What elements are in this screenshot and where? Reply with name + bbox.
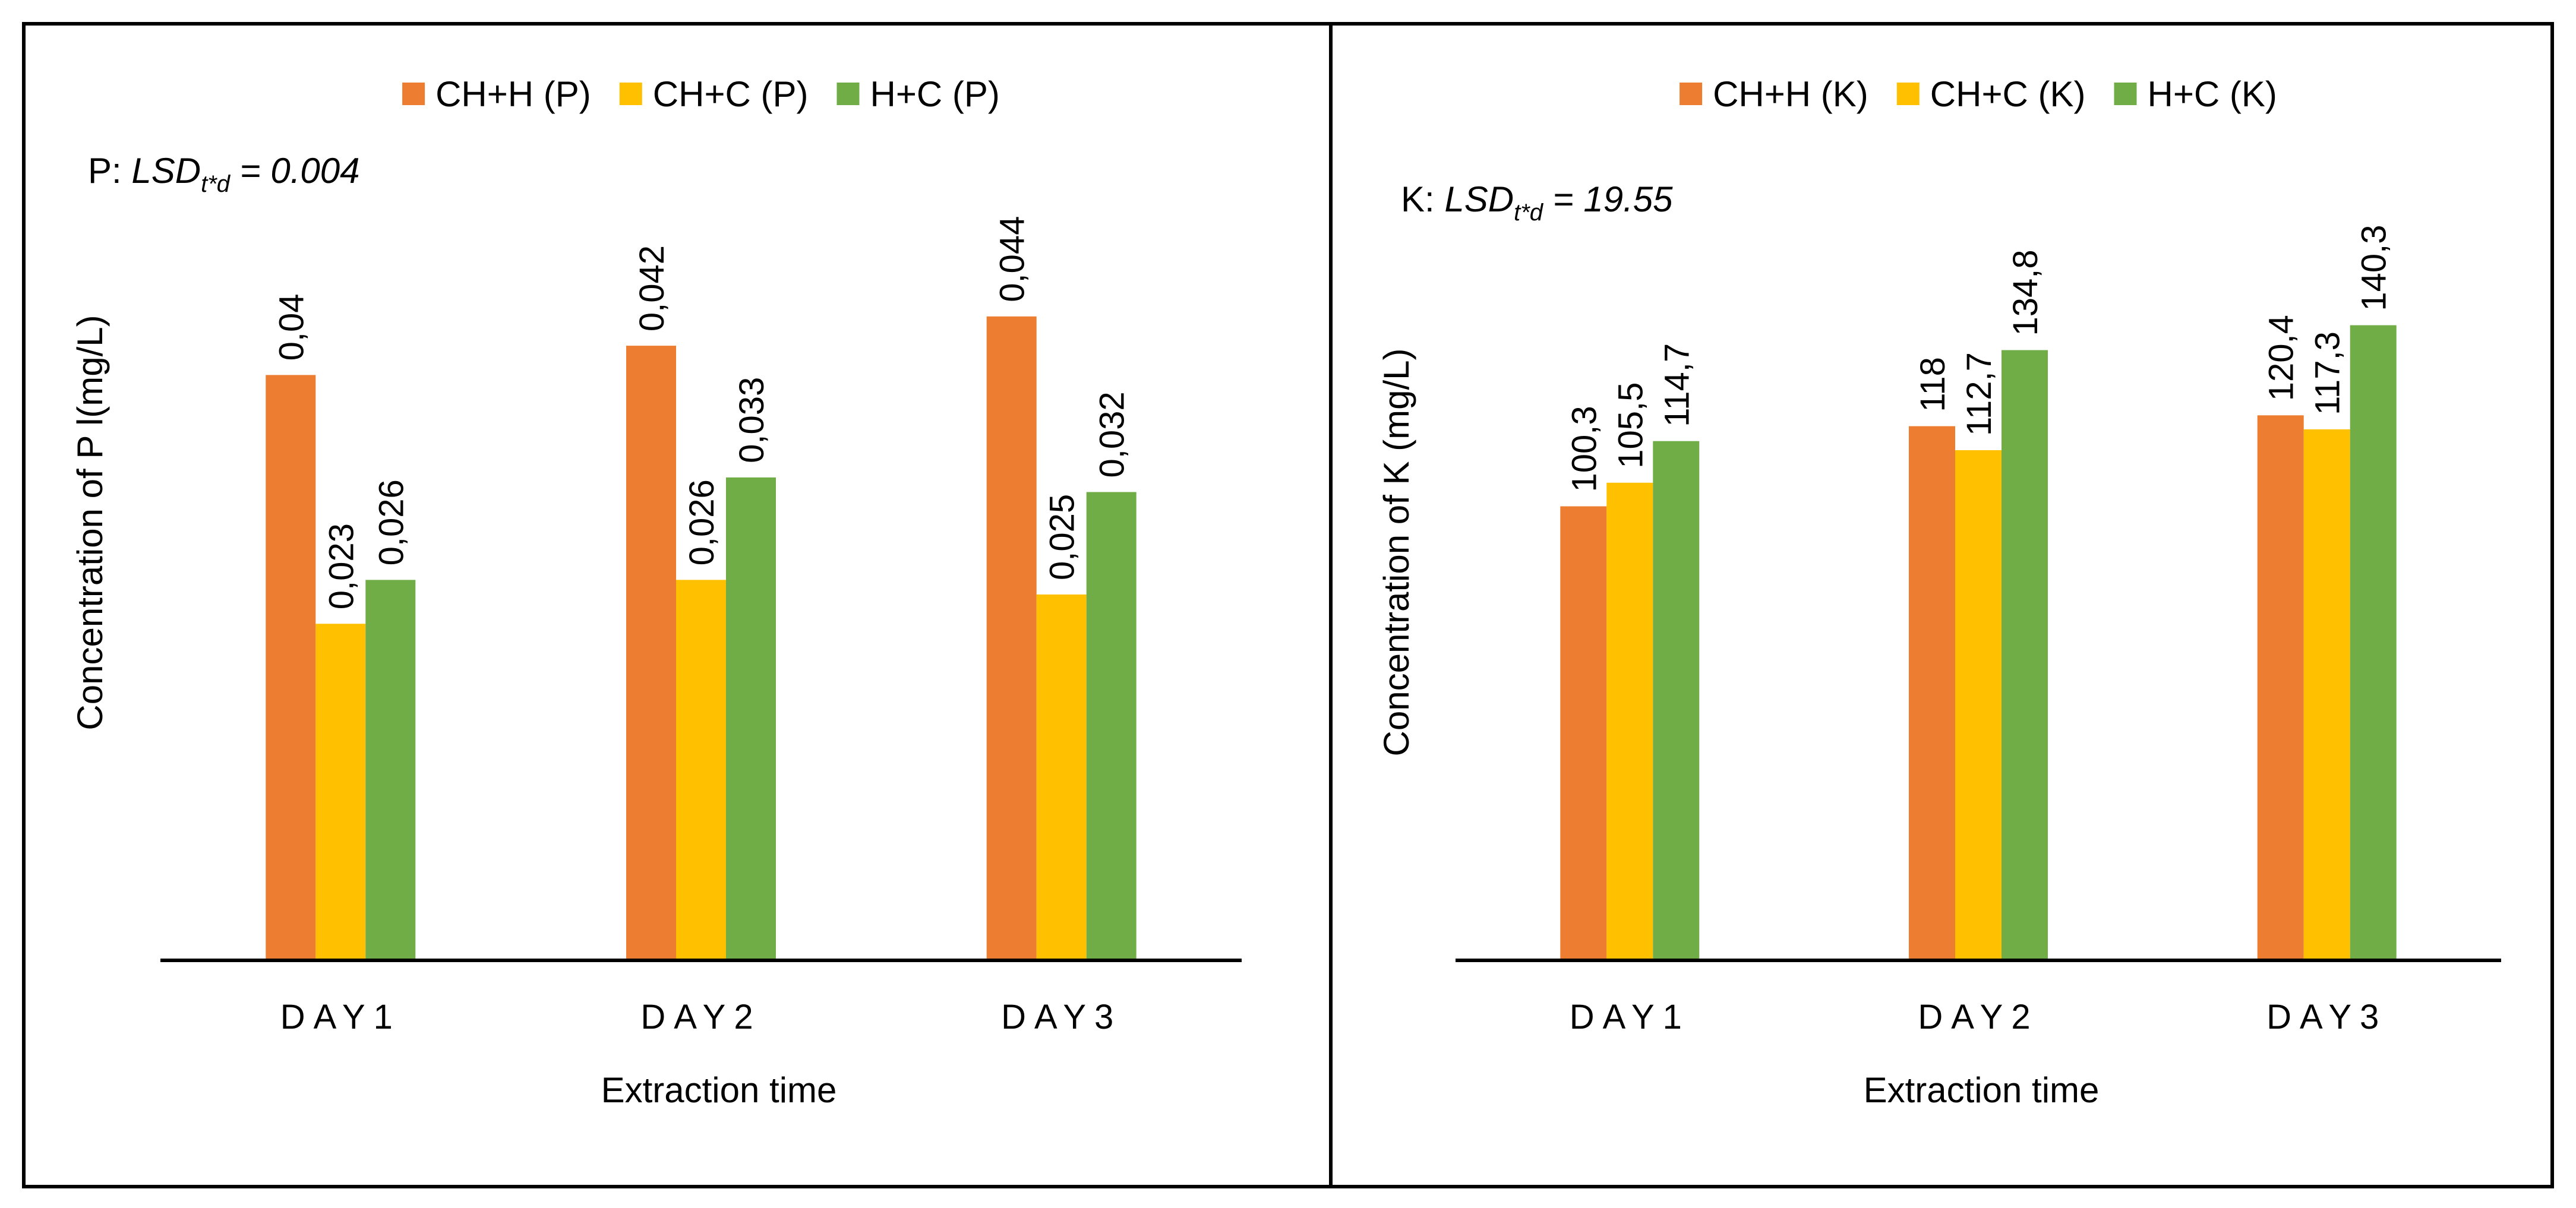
bar [1036, 594, 1087, 960]
lsd-subscript: t*d [201, 171, 231, 197]
bar [676, 580, 726, 960]
x-tick-label: DAY2 [640, 998, 761, 1036]
x-axis-title: Extraction time [1864, 1070, 2100, 1110]
y-axis-title: Concentration of K (mg/L) [1377, 349, 1416, 757]
data-label: 0,025 [1043, 494, 1082, 580]
legend-swatch [402, 83, 425, 105]
lsd-subscript: t*d [1514, 200, 1544, 226]
bar [1653, 441, 1700, 960]
bar [2303, 429, 2350, 960]
data-label: 118 [1914, 357, 1952, 412]
bar [365, 580, 416, 960]
lsd-annotation: K: LSDt*d = 19.55 [1401, 179, 1673, 226]
data-label: 114,7 [1658, 343, 1696, 427]
lsd-annotation: P: LSDt*d = 0.004 [88, 151, 360, 197]
lsd-prefix: P: [88, 151, 131, 191]
legend-label: CH+H (P) [435, 74, 591, 114]
bar [2002, 350, 2048, 960]
lsd-prefix: K: [1401, 179, 1444, 219]
panel-border [1329, 22, 2554, 1188]
legend-swatch [836, 83, 860, 105]
legend: CH+H (K) CH+C (K) H+C (K) [1680, 74, 2277, 114]
data-label: 117,3 [2309, 331, 2347, 415]
plot-area: 0,04 0,023 0,026 0,042 0,026 0,033 0,044 0,025 0… [266, 216, 1137, 960]
bar [1606, 482, 1653, 960]
bar [315, 624, 366, 960]
bar [726, 477, 776, 960]
bar [1909, 426, 1955, 960]
legend-swatch [619, 83, 642, 105]
bar [2257, 415, 2304, 960]
x-tick-label: DAY2 [1918, 998, 2038, 1036]
y-axis-title: Concentration of P l(mg/L) [70, 315, 110, 730]
legend-label: CH+H (K) [1713, 74, 1868, 114]
bar [266, 375, 316, 960]
bar [1560, 506, 1607, 960]
data-label: 0,026 [683, 479, 721, 565]
legend-swatch [1896, 83, 1920, 105]
legend-label: CH+C (P) [653, 74, 809, 114]
legend-swatch [2114, 83, 2137, 105]
data-label: 0,023 [322, 523, 361, 609]
legend-label: H+C (K) [2148, 74, 2277, 114]
legend-swatch [1680, 83, 1703, 105]
data-label: 0,04 [272, 294, 311, 361]
x-tick-labels: DAY1 DAY2 DAY3 [1570, 998, 2387, 1036]
data-label: 112,7 [1960, 352, 1999, 436]
data-label: 100,3 [1565, 406, 1603, 492]
bar [2350, 325, 2397, 960]
lsd-value: = 0.004 [230, 151, 360, 191]
data-label: 0,033 [733, 377, 771, 463]
data-label: 120,4 [2262, 315, 2301, 401]
legend-label: CH+C (K) [1930, 74, 2086, 114]
x-tick-label: DAY3 [2266, 998, 2387, 1036]
data-label: 0,044 [993, 216, 1032, 302]
lsd-label: LSD [1444, 179, 1514, 219]
x-axis-title: Extraction time [601, 1070, 837, 1110]
legend: CH+H (P) CH+C (P) H+C (P) [402, 74, 1000, 114]
x-tick-label: DAY1 [280, 998, 401, 1036]
bar [626, 346, 676, 960]
data-label: 134,8 [2006, 249, 2045, 336]
data-label: 105,5 [1611, 382, 1650, 469]
data-label: 0,042 [633, 245, 671, 331]
lsd-label: LSD [131, 151, 201, 191]
legend-label: H+C (P) [870, 74, 1000, 114]
lsd-value: = 19.55 [1543, 179, 1673, 219]
data-label: 0,026 [372, 479, 411, 565]
x-tick-labels: DAY1 DAY2 DAY3 [280, 998, 1122, 1036]
x-tick-label: DAY3 [1001, 998, 1122, 1036]
bar [1086, 492, 1137, 960]
data-label: 0,032 [1093, 391, 1132, 477]
x-tick-label: DAY1 [1570, 998, 1690, 1036]
chart-panel-p: CH+H (P) CH+C (P) H+C (P) P: LSDt*d = 0.… [22, 22, 1333, 1188]
chart-panel-k: CH+H (K) CH+C (K) H+C (K) K: LSDt*d = 19… [1329, 22, 2554, 1188]
bar [986, 316, 1037, 960]
bar [1955, 450, 2002, 960]
data-label: 140,3 [2355, 224, 2394, 311]
